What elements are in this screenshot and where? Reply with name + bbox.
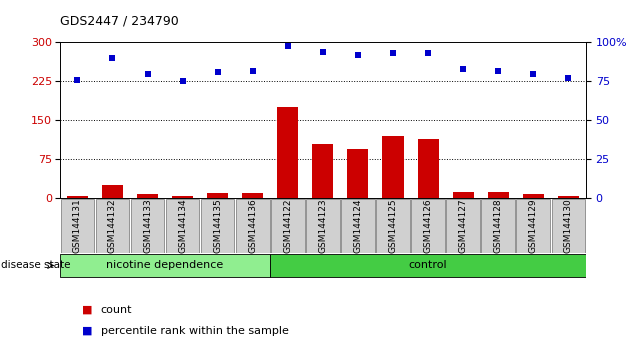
Text: percentile rank within the sample: percentile rank within the sample (101, 326, 289, 336)
Bar (481, 199, 515, 252)
Point (388, 51, 398, 56)
Text: GSM144127: GSM144127 (459, 198, 467, 253)
Point (423, 51, 433, 56)
Text: ■: ■ (82, 305, 93, 315)
Bar (376, 199, 410, 252)
Text: control: control (409, 260, 447, 270)
Text: GSM144134: GSM144134 (178, 198, 187, 253)
Text: GSM144131: GSM144131 (73, 198, 82, 253)
Bar (67, 196, 88, 198)
Text: ■: ■ (82, 326, 93, 336)
Point (178, 79, 188, 84)
Point (283, 43, 293, 48)
Bar (382, 136, 404, 198)
Point (458, 66, 468, 72)
Bar (270, 254, 586, 277)
Bar (96, 199, 129, 252)
Bar (523, 194, 544, 198)
Point (142, 71, 152, 76)
Bar (137, 194, 158, 198)
Point (353, 52, 363, 58)
Text: GSM144126: GSM144126 (423, 198, 433, 253)
Bar (517, 199, 550, 252)
Bar (207, 193, 228, 198)
Bar (236, 199, 270, 252)
Point (248, 68, 258, 73)
Point (107, 55, 117, 61)
Text: GSM144125: GSM144125 (389, 198, 398, 253)
Point (493, 68, 503, 73)
Bar (306, 199, 340, 252)
Bar (271, 199, 305, 252)
Bar (411, 199, 445, 252)
Bar (60, 199, 94, 252)
Text: GSM144135: GSM144135 (213, 198, 222, 253)
Bar (418, 138, 438, 198)
Text: GDS2447 / 234790: GDS2447 / 234790 (60, 14, 178, 27)
Bar (446, 199, 480, 252)
Text: GSM144122: GSM144122 (284, 199, 292, 253)
Bar (242, 193, 263, 198)
Bar (60, 254, 270, 277)
Bar (130, 199, 164, 252)
Bar (488, 192, 509, 198)
Bar (558, 196, 579, 198)
Text: GSM144136: GSM144136 (248, 198, 257, 253)
Text: GSM144133: GSM144133 (143, 198, 152, 253)
Point (212, 69, 222, 75)
Point (563, 75, 573, 81)
Point (318, 49, 328, 55)
Text: count: count (101, 305, 132, 315)
Text: GSM144129: GSM144129 (529, 198, 538, 253)
Bar (312, 144, 333, 198)
Bar (341, 199, 375, 252)
Bar (201, 199, 234, 252)
Text: GSM144128: GSM144128 (494, 198, 503, 253)
Bar (551, 199, 585, 252)
Bar (102, 185, 123, 198)
Bar (347, 149, 369, 198)
Text: disease state: disease state (1, 261, 70, 270)
Text: GSM144124: GSM144124 (353, 199, 362, 253)
Text: GSM144132: GSM144132 (108, 198, 117, 253)
Text: GSM144123: GSM144123 (318, 198, 328, 253)
Bar (452, 192, 474, 198)
Bar (172, 196, 193, 198)
Text: nicotine dependence: nicotine dependence (106, 260, 224, 270)
Bar (277, 107, 299, 198)
Point (72, 77, 83, 83)
Text: GSM144130: GSM144130 (564, 198, 573, 253)
Point (528, 71, 538, 76)
Bar (166, 199, 200, 252)
